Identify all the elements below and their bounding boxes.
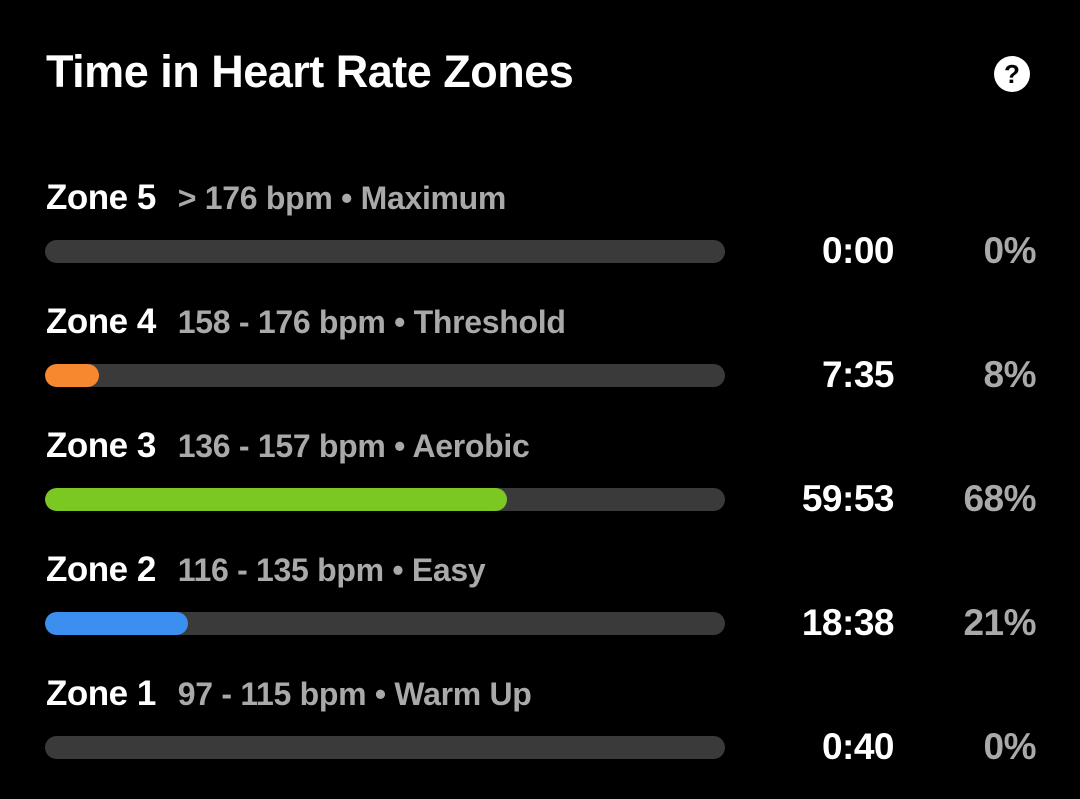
zone-time: 59:53 [801, 478, 895, 519]
zone-percent: 0% [983, 726, 1037, 767]
help-icon[interactable]: ? [994, 56, 1030, 92]
zone-percent: 0% [983, 230, 1037, 271]
zone-name: Zone 4 [46, 302, 156, 341]
zone-row-1: Zone 1 97 - 115 bpm • Warm Up 0:40 0% [0, 674, 1080, 794]
zone-progress-fill [45, 488, 507, 511]
zone-time: 7:35 [821, 354, 895, 395]
zone-percent: 21% [963, 602, 1036, 643]
zone-name: Zone 3 [46, 426, 156, 465]
zone-time: 0:00 [821, 230, 895, 271]
zone-name: Zone 2 [46, 550, 156, 589]
zone-progress-track [45, 240, 725, 263]
zone-row-4: Zone 4 158 - 176 bpm • Threshold 7:35 8% [0, 302, 1080, 422]
zone-progress-track [45, 736, 725, 759]
zone-progress-fill [45, 612, 188, 635]
zone-progress-track [45, 612, 725, 635]
zone-name: Zone 1 [46, 674, 156, 713]
zone-row-5: Zone 5 > 176 bpm • Maximum 0:00 0% [0, 178, 1080, 298]
zone-progress-track [45, 488, 725, 511]
zone-time: 0:40 [821, 726, 895, 767]
zone-range: 136 - 157 bpm • Aerobic [177, 428, 530, 464]
zone-range: 116 - 135 bpm • Easy [177, 552, 486, 588]
zone-name: Zone 5 [46, 178, 156, 217]
card-title: Time in Heart Rate Zones [46, 46, 574, 97]
zone-range: > 176 bpm • Maximum [177, 180, 507, 216]
zone-percent: 68% [963, 478, 1036, 519]
zone-progress-track [45, 364, 725, 387]
zone-row-2: Zone 2 116 - 135 bpm • Easy 18:38 21% [0, 550, 1080, 670]
zone-percent: 8% [983, 354, 1037, 395]
zone-range: 158 - 176 bpm • Threshold [177, 304, 566, 340]
zone-progress-fill [45, 364, 99, 387]
zone-range: 97 - 115 bpm • Warm Up [177, 676, 532, 712]
zone-row-3: Zone 3 136 - 157 bpm • Aerobic 59:53 68% [0, 426, 1080, 546]
zone-time: 18:38 [801, 602, 895, 643]
